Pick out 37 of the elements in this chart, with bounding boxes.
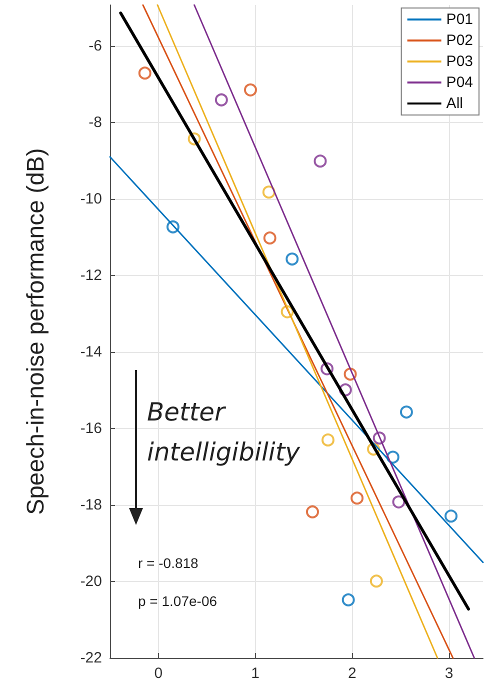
y-tick-label: -8: [88, 114, 102, 131]
point: [400, 406, 413, 419]
point: [244, 83, 257, 96]
x-tick-label: 2: [348, 665, 356, 682]
annotation: p = 1.07e-06: [138, 593, 218, 609]
point: [263, 231, 276, 244]
point: [342, 593, 355, 606]
y-tick-label: -12: [80, 266, 102, 284]
legend-label: P04: [446, 74, 474, 91]
y-tick-label: -16: [80, 420, 102, 437]
y-tick-label: -6: [88, 37, 102, 54]
annotation: r = -0.818: [138, 555, 199, 571]
point: [286, 252, 299, 266]
point: [314, 154, 327, 168]
point: [262, 186, 276, 199]
x-tick-label: 0: [154, 665, 163, 682]
y-tick-label: -18: [80, 496, 102, 514]
y-tick-label: -14: [80, 343, 102, 360]
point: [392, 495, 406, 508]
annotation: Better intelligibility: [147, 398, 302, 466]
point: [306, 505, 319, 518]
legend-label: P03: [446, 53, 474, 70]
x-tick-label: 1: [251, 665, 260, 682]
y-tick-label: -10: [80, 190, 102, 208]
point: [214, 93, 228, 106]
y-tick-label: -22: [80, 650, 102, 666]
point: [370, 574, 383, 588]
point: [350, 492, 364, 505]
point: [322, 433, 334, 446]
legend-label: All: [446, 95, 463, 112]
legend-label: P02: [446, 32, 474, 49]
y-axis-title: Speech-in-noise performance (dB): [22, 148, 50, 515]
y-tick-label: -20: [80, 572, 102, 590]
point: [444, 510, 458, 523]
x-tick-label: 3: [444, 665, 454, 682]
point: [138, 66, 152, 80]
legend-label: P01: [446, 11, 474, 28]
